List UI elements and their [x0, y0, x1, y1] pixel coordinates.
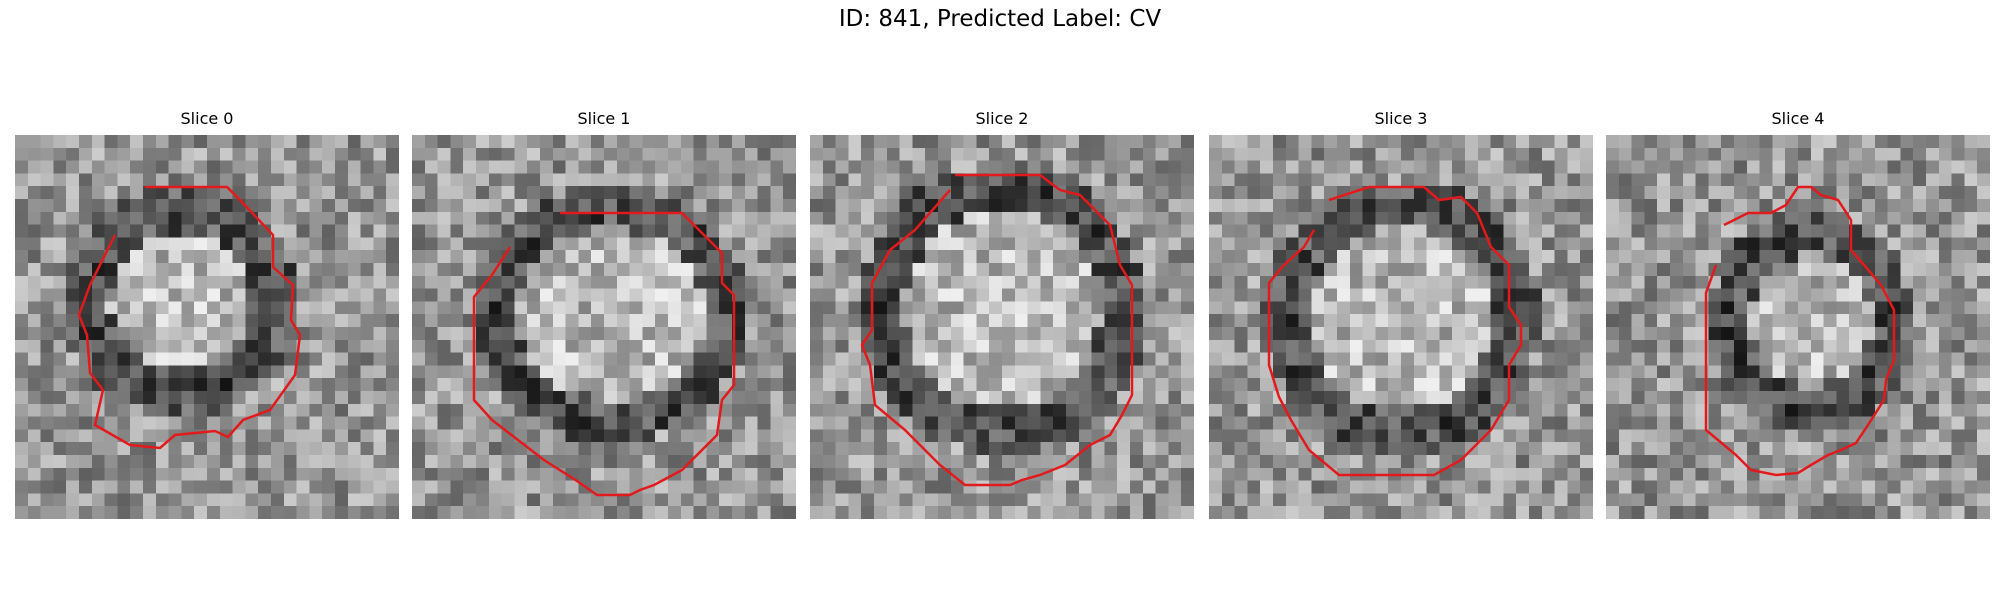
- segmentation-contour: [1704, 185, 1896, 477]
- contour-overlay: [1704, 185, 1896, 477]
- slice-title: Slice 1: [577, 109, 631, 128]
- figure-title: ID: 841, Predicted Label: CV: [838, 6, 1162, 32]
- slice-title: Slice 4: [1771, 109, 1825, 128]
- grayscale-slice: [412, 135, 796, 519]
- contour-overlay: [1267, 185, 1523, 477]
- slice-title: Slice 0: [180, 109, 234, 128]
- contour-overlay: [77, 185, 302, 450]
- grayscale-slice: [1209, 135, 1593, 519]
- slice-image: [412, 135, 796, 519]
- segmentation-contour: [77, 185, 302, 450]
- grayscale-slice: [15, 135, 399, 519]
- segmentation-contour: [860, 173, 1134, 487]
- grayscale-slice: [810, 135, 1194, 519]
- slice-image: [810, 135, 1194, 519]
- contour-overlay: [860, 173, 1134, 487]
- segmentation-contour: [472, 211, 736, 497]
- grayscale-slice: [1606, 135, 1990, 519]
- segmentation-contour: [1267, 185, 1523, 477]
- slice-image: [1606, 135, 1990, 519]
- slice-title: Slice 3: [1374, 109, 1428, 128]
- contour-overlay: [472, 211, 736, 497]
- slice-image: [1209, 135, 1593, 519]
- slice-title: Slice 2: [975, 109, 1029, 128]
- slice-image: [15, 135, 399, 519]
